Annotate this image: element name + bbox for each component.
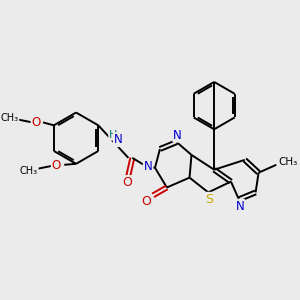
Text: N: N <box>114 133 123 146</box>
Text: CH₃: CH₃ <box>20 166 38 176</box>
Text: CH₃: CH₃ <box>278 157 298 167</box>
Text: O: O <box>52 159 61 172</box>
Text: CH₃: CH₃ <box>0 113 19 123</box>
Text: H: H <box>109 130 118 140</box>
Text: N: N <box>173 129 182 142</box>
Text: N: N <box>236 200 244 213</box>
Text: S: S <box>205 193 213 206</box>
Text: O: O <box>32 116 41 129</box>
Text: O: O <box>141 195 151 208</box>
Text: N: N <box>144 160 152 173</box>
Text: O: O <box>122 176 132 189</box>
